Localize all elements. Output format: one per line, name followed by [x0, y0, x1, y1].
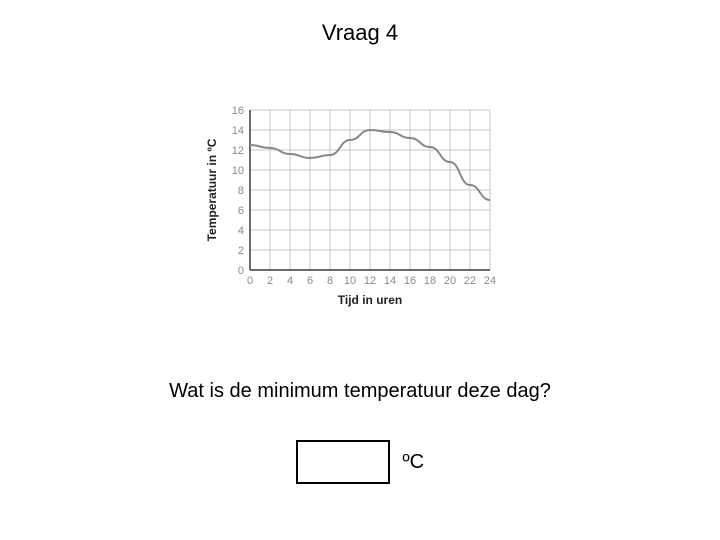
svg-text:12: 12 [364, 275, 376, 287]
svg-text:8: 8 [238, 185, 244, 197]
y-axis-label: Temperatuur in ºC [205, 138, 219, 241]
question-number: Vraag 4 [0, 20, 720, 46]
svg-text:20: 20 [444, 275, 456, 287]
svg-text:10: 10 [344, 275, 356, 287]
answer-row: ºC [0, 440, 720, 484]
svg-text:6: 6 [238, 205, 244, 217]
svg-text:4: 4 [238, 225, 244, 237]
svg-text:0: 0 [247, 275, 253, 287]
svg-text:18: 18 [424, 275, 436, 287]
question-text: Wat is de minimum temperatuur deze dag? [0, 380, 720, 403]
svg-text:2: 2 [267, 275, 273, 287]
svg-text:0: 0 [238, 265, 244, 277]
unit-label: ºC [402, 451, 424, 474]
svg-text:14: 14 [232, 125, 244, 137]
svg-text:6: 6 [307, 275, 313, 287]
svg-text:14: 14 [384, 275, 396, 287]
svg-text:4: 4 [287, 275, 293, 287]
svg-text:12: 12 [232, 145, 244, 157]
svg-text:24: 24 [484, 275, 496, 287]
chart-svg: 0246810121416024681012141618202224Temper… [200, 100, 500, 310]
answer-input[interactable] [296, 440, 390, 484]
svg-text:2: 2 [238, 245, 244, 257]
svg-text:16: 16 [404, 275, 416, 287]
x-axis-label: Tijd in uren [338, 293, 402, 307]
svg-text:16: 16 [232, 105, 244, 117]
temperature-chart: 0246810121416024681012141618202224Temper… [200, 100, 520, 320]
svg-text:8: 8 [327, 275, 333, 287]
svg-text:22: 22 [464, 275, 476, 287]
page-root: Vraag 4 02468101214160246810121416182022… [0, 0, 720, 540]
svg-text:10: 10 [232, 165, 244, 177]
